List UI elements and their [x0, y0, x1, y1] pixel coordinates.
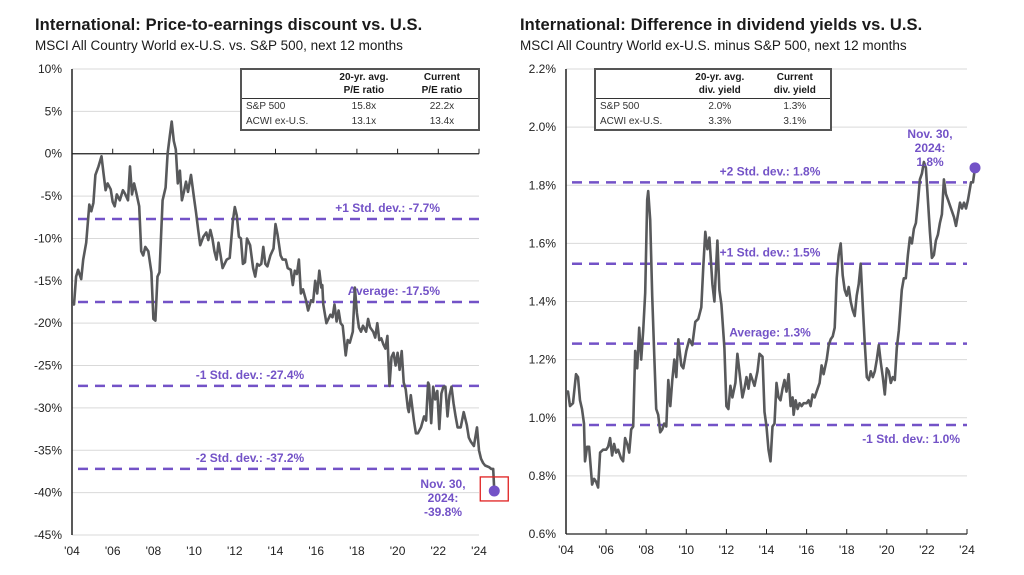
x-tick-label: '04: [64, 544, 80, 558]
x-tick-label: '18: [839, 543, 855, 557]
y-tick-label: 0%: [45, 147, 63, 161]
row-label: S&P 500: [246, 101, 286, 112]
cell: 3.1%: [783, 116, 807, 127]
left-pe-table: 20-yr. avg. P/E ratio Current P/E ratio S&…: [240, 68, 480, 131]
cell: 15.8x: [351, 101, 377, 112]
table-row: ACWI ex-U.S. 3.3% 3.1%: [595, 114, 831, 130]
x-tick-label: '08: [638, 543, 654, 557]
cell: 3.3%: [708, 116, 732, 127]
cell: 2.0%: [708, 101, 732, 112]
row-label: ACWI ex-U.S.: [600, 116, 663, 127]
x-tick-label: '22: [919, 543, 935, 557]
y-tick-label: 0.6%: [529, 527, 557, 541]
right-chart-title: International: Difference in dividend yi…: [520, 16, 923, 34]
x-tick-label: '06: [598, 543, 614, 557]
x-tick-label: '16: [799, 543, 815, 557]
current-value-label: Nov. 30,: [907, 127, 952, 141]
y-tick-label: 10%: [38, 62, 62, 76]
table-row: ACWI ex-U.S. 13.1x 13.4x: [241, 114, 479, 130]
y-tick-label: -10%: [34, 231, 62, 245]
x-tick-label: '20: [879, 543, 895, 557]
current-value-marker: [969, 162, 981, 174]
left-chart: 10% 5% 0% -5% -10% -15% -20% -25% -30% -35% -40% -4…: [34, 62, 509, 558]
x-tick-label: '10: [678, 543, 694, 557]
y-tick-label: -30%: [34, 401, 62, 415]
x-tick-label: '20: [390, 544, 406, 558]
x-tick-label: '10: [186, 544, 202, 558]
reference-line-label: Average: -17.5%: [348, 284, 441, 298]
x-tick-label: '24: [471, 544, 487, 558]
current-value-label: Nov. 30,: [420, 477, 465, 491]
reference-line-label: +2 Std. dev.: 1.8%: [720, 164, 821, 178]
reference-line-label: -2 Std. dev.: -37.2%: [196, 451, 305, 465]
current-value-label: -39.8%: [424, 505, 462, 519]
y-tick-label: -45%: [34, 528, 62, 542]
right-table-header-avg: 20-yr. avg. div. yield: [695, 72, 745, 96]
x-tick-label: '12: [227, 544, 243, 558]
data-line: [566, 160, 977, 489]
left-table-header-current: Current P/E ratio: [421, 72, 463, 96]
x-tick-label: '16: [308, 544, 324, 558]
table-row: S&P 500 15.8x 22.2x: [241, 99, 479, 115]
current-value-marker: [488, 485, 500, 497]
reference-line-label: -1 Std. dev.: 1.0%: [862, 432, 960, 446]
y-tick-label: 1.4%: [529, 295, 557, 309]
y-tick-label: 1.0%: [529, 411, 557, 425]
y-tick-label: 1.2%: [529, 353, 557, 367]
data-line: [72, 120, 496, 491]
y-tick-label: 0.8%: [529, 469, 557, 483]
y-tick-label: -35%: [34, 443, 62, 457]
x-tick-label: '14: [268, 544, 284, 558]
x-tick-label: '08: [146, 544, 162, 558]
right-chart-subtitle: MSCI All Country World ex-U.S. minus S&P…: [520, 38, 907, 53]
reference-line-label: +1 Std. dev.: -7.7%: [335, 201, 440, 215]
y-tick-label: -5%: [41, 189, 63, 203]
right-table-header-current: Current div. yield: [773, 72, 816, 96]
reference-line-label: Average: 1.3%: [729, 326, 811, 340]
x-tick-label: '06: [105, 544, 121, 558]
cell: 13.4x: [429, 116, 455, 127]
y-tick-label: 2.0%: [529, 120, 557, 134]
left-table-header-avg: 20-yr. avg. P/E ratio: [339, 72, 389, 96]
row-label: S&P 500: [600, 101, 640, 112]
y-tick-label: -25%: [34, 359, 62, 373]
table-row: S&P 500 2.0% 1.3%: [595, 99, 831, 115]
highlight-box: [479, 476, 509, 502]
current-value-label: 1.8%: [916, 155, 944, 169]
reference-line-label: -1 Std. dev.: -27.4%: [196, 368, 305, 382]
cell: 22.2x: [429, 101, 455, 112]
y-tick-label: 5%: [45, 104, 63, 118]
x-tick-label: '04: [558, 543, 574, 557]
x-tick-label: '24: [959, 543, 975, 557]
y-tick-label: -40%: [34, 486, 62, 500]
y-tick-label: -20%: [34, 316, 62, 330]
y-tick-label: 1.8%: [529, 178, 557, 192]
cell: 1.3%: [783, 101, 807, 112]
left-chart-subtitle: MSCI All Country World ex-U.S. vs. S&P 5…: [35, 38, 403, 53]
y-tick-label: 1.6%: [529, 236, 557, 250]
current-value-label: 2024:: [915, 141, 946, 155]
y-tick-label: -15%: [34, 274, 62, 288]
x-tick-label: '22: [430, 544, 446, 558]
right-chart: 2.2% 2.0% 1.8% 1.6% 1.4% 1.2% 1.0% 0.8% 0.6%'04 '…: [529, 62, 981, 557]
cell: 13.1x: [351, 116, 377, 127]
row-label: ACWI ex-U.S.: [246, 116, 309, 127]
y-tick-label: 2.2%: [529, 62, 557, 76]
x-tick-label: '18: [349, 544, 365, 558]
x-tick-label: '12: [719, 543, 735, 557]
reference-line-label: +1 Std. dev.: 1.5%: [720, 246, 821, 260]
left-chart-title: International: Price-to-earnings discoun…: [35, 16, 423, 34]
right-yield-table: 20-yr. avg. div. yield Current div. yield …: [594, 68, 832, 131]
current-value-label: 2024:: [428, 491, 459, 505]
x-tick-label: '14: [759, 543, 775, 557]
